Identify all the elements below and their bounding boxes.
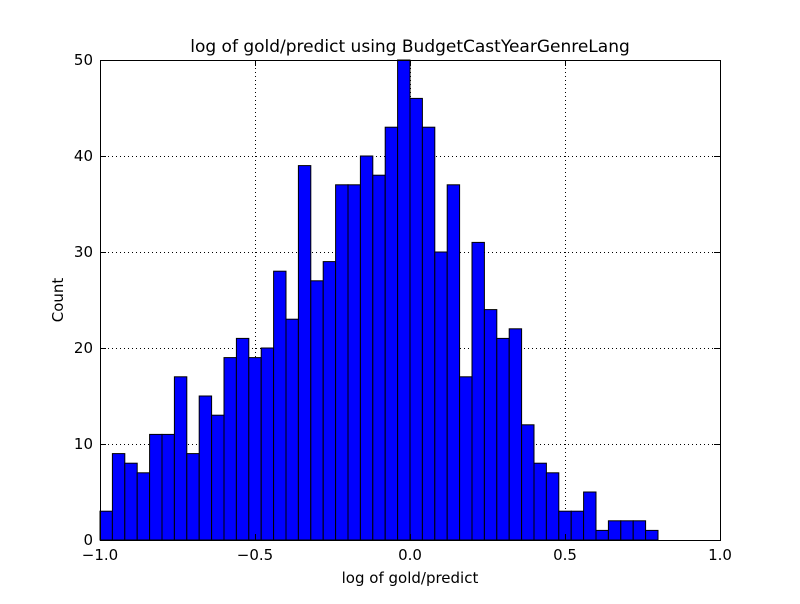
histogram-bar — [645, 529, 659, 541]
histogram-bars — [99, 59, 659, 541]
histogram-bar — [583, 491, 597, 541]
histogram-bar — [459, 376, 473, 541]
histogram-bar — [434, 251, 448, 541]
histogram-bar — [149, 433, 163, 541]
histogram-bar — [595, 529, 609, 541]
histogram-bar — [99, 510, 113, 541]
histogram-bar — [285, 318, 299, 541]
histogram-bar — [335, 184, 349, 541]
histogram-bar — [273, 270, 287, 541]
histogram-bar — [310, 280, 324, 541]
histogram-bar — [508, 328, 523, 541]
histogram-bar — [124, 462, 138, 541]
histogram-bar — [211, 414, 225, 541]
histogram-bar — [570, 510, 585, 541]
histogram-bar — [248, 357, 262, 541]
y-tick-label: 40 — [74, 147, 93, 165]
y-axis-label: Count — [49, 278, 67, 323]
histogram-bar — [397, 59, 411, 541]
histogram-bar — [483, 309, 498, 541]
histogram-bar — [446, 184, 461, 541]
histogram-bar — [409, 97, 423, 541]
y-tick-label: 50 — [74, 51, 93, 69]
histogram-bar — [186, 453, 200, 541]
histogram-bar — [471, 241, 485, 541]
histogram-bar — [521, 424, 535, 541]
histogram-bar — [533, 462, 547, 541]
x-tick-label: −1.0 — [82, 546, 118, 564]
histogram-bar — [111, 453, 126, 541]
axis-ticks: −1.0 −0.5 0.0 0.5 1.0 0 10 20 30 40 50 — [74, 51, 732, 564]
histogram-bar — [620, 520, 634, 541]
histogram-bar — [607, 520, 622, 541]
y-tick-label: 20 — [74, 339, 93, 357]
histogram-bar — [347, 184, 361, 541]
x-tick-label: 1.0 — [708, 546, 732, 564]
chart-title: log of gold/predict using BudgetCastYear… — [190, 37, 630, 57]
y-tick-label: 10 — [74, 435, 93, 453]
histogram-bar — [545, 472, 560, 541]
x-tick-label: −0.5 — [237, 546, 273, 564]
histogram-bar — [372, 174, 386, 541]
histogram-bar — [297, 165, 312, 541]
histogram-bar — [173, 376, 188, 541]
histogram-bar — [384, 126, 399, 541]
histogram-bar — [136, 472, 151, 541]
histogram-bar — [632, 520, 647, 541]
y-tick-label: 0 — [83, 531, 93, 549]
histogram-bar — [161, 433, 175, 541]
histogram-bar — [496, 337, 510, 541]
x-tick-label: 0.0 — [398, 546, 422, 564]
y-tick-label: 30 — [74, 243, 93, 261]
histogram-bar — [198, 395, 213, 541]
histogram-bar — [322, 261, 337, 541]
histogram-bar — [260, 347, 275, 541]
histogram-bar — [223, 357, 237, 541]
histogram-bar — [421, 126, 436, 541]
x-axis-label: log of gold/predict — [342, 569, 479, 587]
histogram-bar — [359, 155, 374, 541]
histogram-bar — [235, 337, 250, 541]
x-tick-label: 0.5 — [553, 546, 577, 564]
